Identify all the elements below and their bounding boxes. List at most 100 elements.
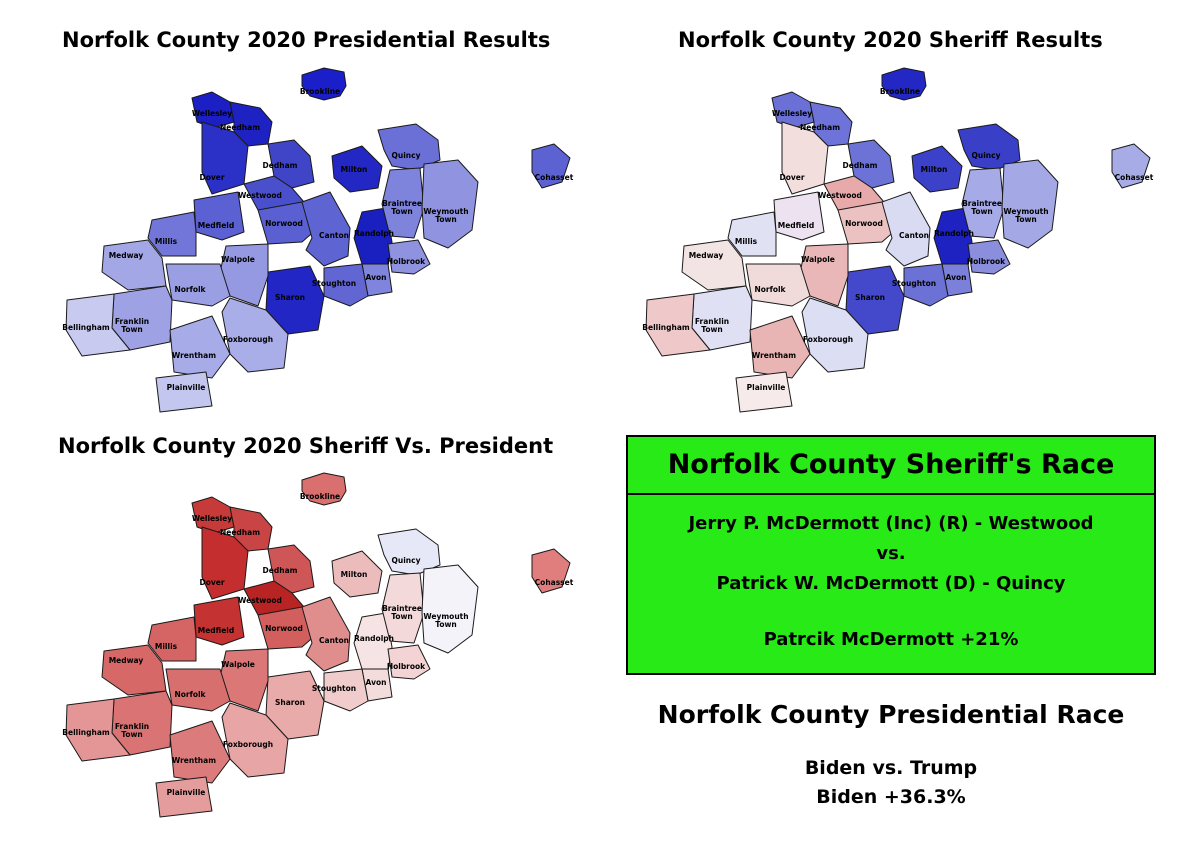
sheriff-results-map: Brookline Wellesley Needham Dedham Dover West… — [642, 67, 1154, 413]
town-brookline — [301, 67, 347, 101]
town-bellingham — [645, 293, 711, 357]
town-foxborough — [221, 297, 289, 373]
presidential-results-map: Brookline Wellesley Needham Dedham Dover West… — [62, 67, 574, 413]
town-bellingham — [65, 293, 131, 357]
presidential-margin: Biden +36.3% — [816, 786, 966, 808]
town-milton — [331, 550, 383, 598]
town-label-dover: Dover — [779, 173, 804, 182]
town-stoughton — [323, 668, 369, 712]
town-norfolk — [745, 263, 811, 307]
town-label-walpole: Walpole — [801, 255, 835, 264]
town-label-needham: Needham — [220, 123, 260, 132]
town-label-stoughton: Stoughton — [312, 279, 356, 288]
sheriff-map-title: Norfolk County 2020 Sheriff Results — [678, 28, 1103, 52]
town-label-holbrook: Holbrook — [967, 257, 1006, 266]
town-needham — [809, 101, 853, 147]
town-shapes — [65, 67, 571, 413]
town-label-franklin: Franklin Town — [115, 722, 149, 739]
town-wrentham — [169, 315, 231, 379]
town-label-wrentham: Wrentham — [752, 351, 796, 360]
town-norwood — [837, 201, 899, 245]
town-holbrook — [387, 239, 431, 275]
town-label-bellingham: Bellingham — [642, 323, 690, 332]
town-shapes — [65, 472, 571, 818]
town-labels: Brookline Wellesley Needham Dedham Dover West… — [62, 492, 573, 797]
town-label-dover: Dover — [199, 173, 224, 182]
town-braintree — [381, 167, 425, 239]
town-canton — [301, 596, 351, 672]
town-label-norfolk: Norfolk — [174, 285, 206, 294]
town-norfolk — [165, 263, 231, 307]
town-label-brookline: Brookline — [880, 87, 920, 96]
town-label-canton: Canton — [319, 231, 349, 240]
town-braintree — [961, 167, 1005, 239]
town-label-walpole: Walpole — [221, 660, 255, 669]
town-label-brookline: Brookline — [300, 87, 340, 96]
town-label-wrentham: Wrentham — [172, 756, 216, 765]
town-label-westwood: Westwood — [238, 191, 282, 200]
town-label-dover: Dover — [199, 578, 224, 587]
town-label-milton: Milton — [341, 570, 368, 579]
versus-text: vs. — [876, 543, 906, 564]
town-norwood — [257, 606, 319, 650]
town-label-weymouth: Weymouth Town — [423, 612, 468, 629]
town-label-millis: Millis — [735, 237, 758, 246]
town-label-needham: Needham — [800, 123, 840, 132]
town-label-holbrook: Holbrook — [387, 662, 426, 671]
town-label-braintree: Braintree Town — [382, 604, 422, 621]
town-stoughton — [323, 263, 369, 307]
presidential-race-heading: Norfolk County Presidential Race — [657, 700, 1125, 729]
town-label-medway: Medway — [689, 251, 724, 260]
town-label-quincy: Quincy — [972, 151, 1001, 160]
town-label-randolph: Randolph — [354, 229, 394, 238]
town-label-franklin: Franklin Town — [695, 317, 729, 334]
town-canton — [881, 191, 931, 267]
town-label-sharon: Sharon — [855, 293, 885, 302]
town-label-weymouth: Weymouth Town — [423, 207, 468, 224]
town-label-brookline: Brookline — [300, 492, 340, 501]
town-plainville — [735, 371, 793, 413]
town-label-wellesley: Wellesley — [772, 109, 812, 118]
town-label-foxborough: Foxborough — [223, 740, 273, 749]
town-foxborough — [801, 297, 869, 373]
town-label-stoughton: Stoughton — [892, 279, 936, 288]
town-milton — [911, 145, 963, 193]
town-millis — [147, 211, 197, 257]
town-label-canton: Canton — [899, 231, 929, 240]
town-label-franklin: Franklin Town — [115, 317, 149, 334]
town-label-avon: Avon — [366, 273, 387, 282]
town-label-randolph: Randolph — [934, 229, 974, 238]
town-label-millis: Millis — [155, 237, 178, 246]
town-weymouth — [421, 564, 479, 654]
town-label-cohasset: Cohasset — [535, 578, 574, 587]
town-label-medway: Medway — [109, 656, 144, 665]
town-label-plainville: Plainville — [747, 383, 786, 392]
town-label-wellesley: Wellesley — [192, 514, 232, 523]
town-label-medway: Medway — [109, 251, 144, 260]
town-plainville — [155, 371, 213, 413]
town-label-randolph: Randolph — [354, 634, 394, 643]
town-label-westwood: Westwood — [238, 596, 282, 605]
town-weymouth — [421, 159, 479, 249]
town-foxborough — [221, 702, 289, 778]
town-stoughton — [903, 263, 949, 307]
town-plainville — [155, 776, 213, 818]
town-label-plainville: Plainville — [167, 788, 206, 797]
town-label-norwood: Norwood — [845, 219, 883, 228]
town-wrentham — [749, 315, 811, 379]
town-label-norwood: Norwood — [265, 624, 303, 633]
town-needham — [229, 101, 273, 147]
town-label-dedham: Dedham — [843, 161, 878, 170]
town-label-plainville: Plainville — [167, 383, 206, 392]
town-label-stoughton: Stoughton — [312, 684, 356, 693]
town-label-medfield: Medfield — [198, 221, 235, 230]
town-label-quincy: Quincy — [392, 151, 421, 160]
town-label-foxborough: Foxborough — [803, 335, 853, 344]
town-needham — [229, 506, 273, 552]
town-label-dedham: Dedham — [263, 161, 298, 170]
town-label-milton: Milton — [341, 165, 368, 174]
town-shapes — [645, 67, 1151, 413]
town-norwood — [257, 201, 319, 245]
town-norfolk — [165, 668, 231, 712]
town-medfield — [193, 191, 245, 241]
